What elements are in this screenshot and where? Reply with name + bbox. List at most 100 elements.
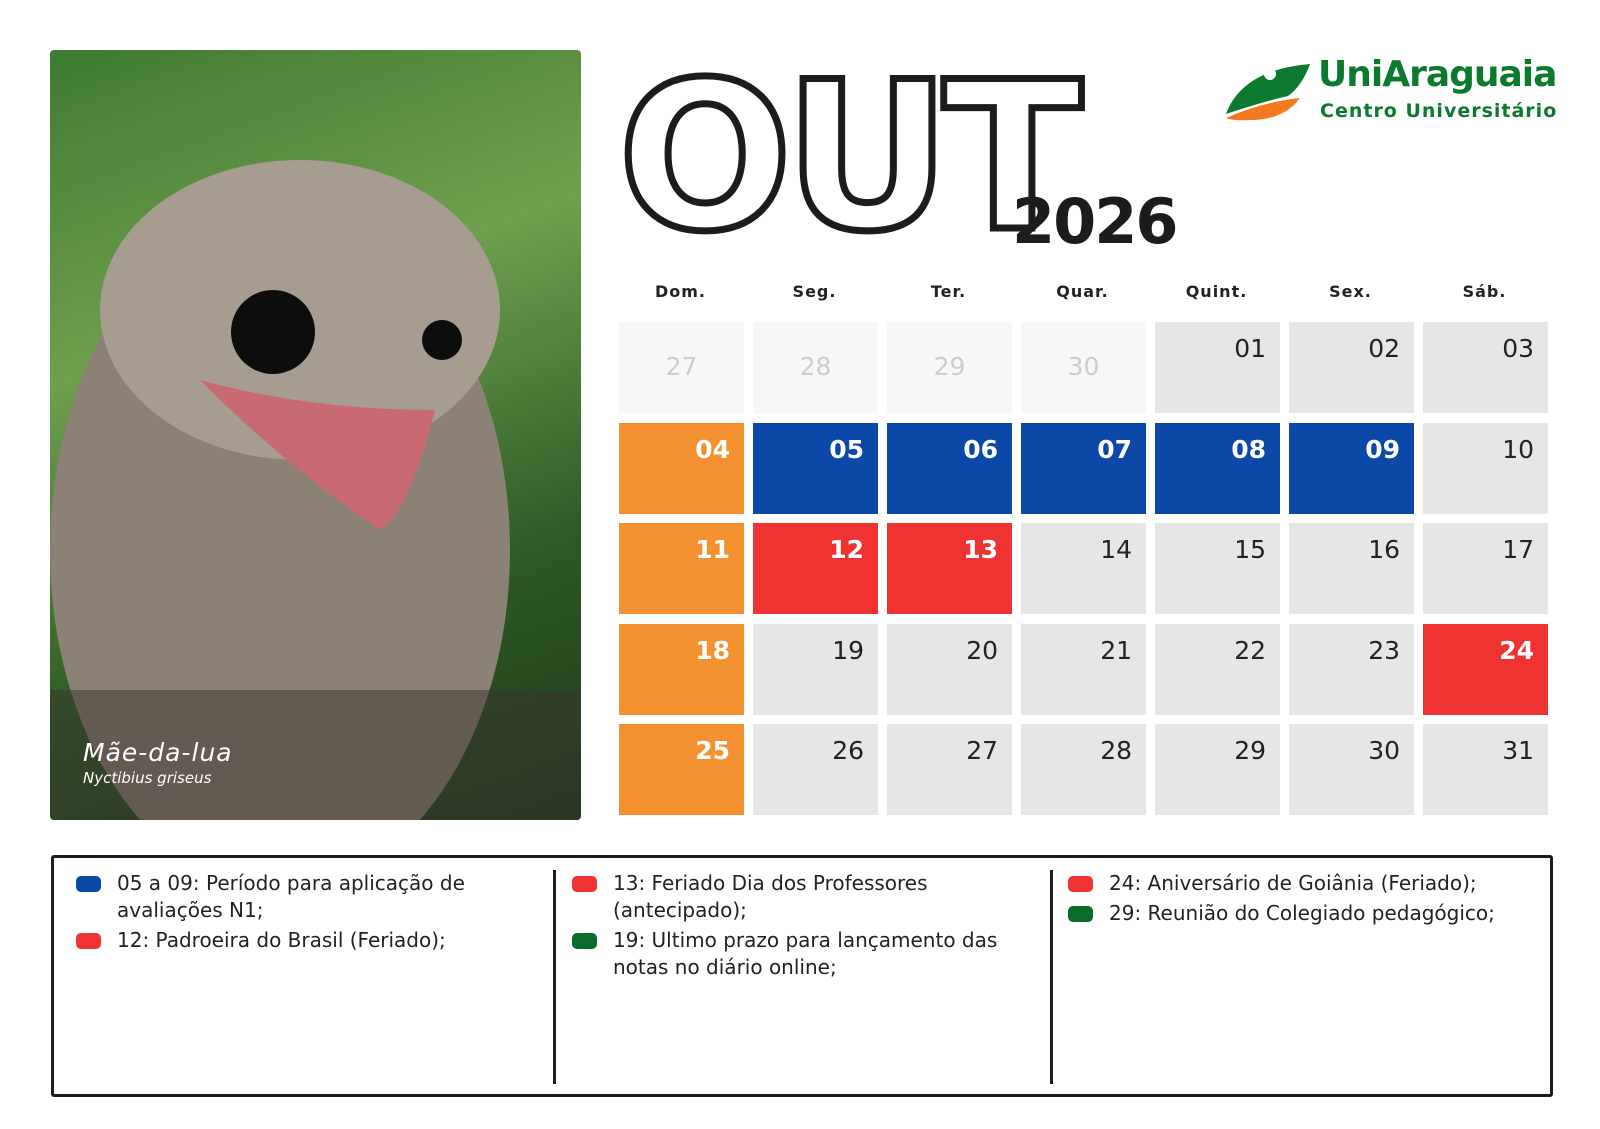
day-cell: 04 (619, 422, 744, 514)
year: 2026 (1012, 185, 1177, 258)
day-cell: 17 (1423, 523, 1548, 614)
legend-item: 12: Padroeira do Brasil (Feriado); (76, 927, 516, 954)
legend-text: 05 a 09: Período para aplicação de avali… (117, 871, 465, 922)
day-number: 24 (1499, 635, 1534, 665)
day-number: 31 (1502, 736, 1534, 765)
legend-text: 24: Aniversário de Goiânia (Feriado); (1109, 871, 1477, 895)
legend-item: 29: Reunião do Colegiado pedagógico; (1068, 900, 1538, 927)
day-number: 06 (963, 434, 998, 464)
legend-marker (572, 933, 597, 949)
day-cell: 31 (1423, 724, 1548, 815)
legend-item: 13: Feriado Dia dos Professores (antecip… (572, 870, 1012, 924)
legend-item: 19: Ultimo prazo para lançamento das not… (572, 927, 1012, 981)
weekday-label: Quar. (1056, 282, 1109, 301)
day-cell: 23 (1289, 623, 1414, 715)
day-number: 27 (665, 352, 698, 381)
day-cell: 28 (753, 322, 878, 413)
day-cell: 09 (1289, 422, 1414, 514)
day-number: 03 (1502, 334, 1534, 363)
legend-text: 29: Reunião do Colegiado pedagógico; (1109, 901, 1495, 925)
day-cell: 15 (1155, 523, 1280, 614)
legend-marker (572, 876, 597, 892)
day-cell: 03 (1423, 322, 1548, 413)
divider (553, 870, 556, 1084)
legend-item: 24: Aniversário de Goiânia (Feriado); (1068, 870, 1538, 897)
day-number: 13 (963, 535, 998, 564)
day-cell: 02 (1289, 322, 1414, 413)
day-cell: 12 (753, 523, 878, 614)
legend-text: 19: Ultimo prazo para lançamento das not… (613, 928, 998, 979)
day-cell: 18 (619, 623, 744, 715)
weekday-label: Seg. (792, 282, 837, 301)
photo: Mãe-da-lua Nyctibius griseus (50, 50, 581, 820)
day-number: 26 (832, 736, 864, 765)
legend-marker (1068, 876, 1093, 892)
day-cell: 29 (887, 322, 1012, 413)
day-number: 04 (695, 434, 730, 464)
weekday-label: Quint. (1185, 282, 1248, 301)
day-number: 09 (1365, 434, 1400, 464)
day-number: 01 (1234, 334, 1266, 363)
month-header: OUT 2026 (615, 40, 1179, 260)
day-number: 11 (695, 535, 730, 564)
day-number: 30 (1368, 736, 1400, 765)
day-number: 29 (933, 352, 966, 381)
day-number: 22 (1234, 635, 1266, 665)
legend-text: 13: Feriado Dia dos Professores (antecip… (613, 871, 928, 922)
day-number: 05 (829, 434, 864, 464)
day-number: 23 (1368, 635, 1400, 665)
legend-marker (1068, 906, 1093, 922)
day-cell: 05 (753, 422, 878, 514)
owl-illustration (50, 160, 581, 820)
day-number: 19 (832, 635, 864, 665)
day-number: 29 (1234, 736, 1266, 765)
day-cell: 29 (1155, 724, 1280, 815)
day-number: 08 (1231, 434, 1266, 464)
legend-text: 12: Padroeira do Brasil (Feriado); (117, 928, 446, 952)
legend-column: 05 a 09: Período para aplicação de avali… (76, 870, 516, 957)
day-number: 25 (695, 736, 730, 765)
weekday-label: Dom. (654, 282, 707, 301)
day-number: 27 (966, 736, 998, 765)
day-number: 02 (1368, 334, 1400, 363)
divider (1050, 870, 1053, 1084)
day-cell: 19 (753, 623, 878, 715)
legend-column: 24: Aniversário de Goiânia (Feriado); 29:… (1068, 870, 1538, 930)
day-cell: 11 (619, 523, 744, 614)
day-cell: 26 (753, 724, 878, 815)
day-cell: 27 (887, 724, 1012, 815)
day-cell: 16 (1289, 523, 1414, 614)
day-cell: 30 (1289, 724, 1414, 815)
day-cell: 20 (887, 623, 1012, 715)
day-number: 17 (1502, 535, 1534, 564)
day-number: 16 (1368, 535, 1400, 564)
day-cell: 10 (1423, 422, 1548, 514)
legend-marker (76, 933, 101, 949)
weekday-label: Sáb. (1462, 282, 1507, 301)
day-cell: 22 (1155, 623, 1280, 715)
legend-item: 05 a 09: Período para aplicação de avali… (76, 870, 516, 924)
day-cell: 21 (1021, 623, 1146, 715)
day-cell: 07 (1021, 422, 1146, 514)
day-number: 28 (1100, 736, 1132, 765)
day-number: 30 (1067, 352, 1100, 381)
day-number: 18 (695, 635, 730, 665)
day-cell: 28 (1021, 724, 1146, 815)
legend-marker (76, 876, 101, 892)
day-cell: 08 (1155, 422, 1280, 514)
day-cell: 30 (1021, 322, 1146, 413)
day-number: 07 (1097, 434, 1132, 464)
day-cell: 06 (887, 422, 1012, 514)
logo-subtitle: Centro Universitário (1320, 100, 1558, 122)
scientific-name: Nyctibius griseus (83, 769, 212, 787)
logo-mark (1226, 64, 1310, 121)
day-number: 21 (1100, 635, 1132, 665)
day-cell: 27 (619, 322, 744, 413)
day-cell: 24 (1423, 623, 1548, 715)
day-number: 10 (1502, 434, 1534, 464)
month: OUT (618, 40, 1082, 260)
day-number: 28 (799, 352, 832, 381)
day-cell: 25 (619, 724, 744, 815)
weekday-label: Sex. (1329, 282, 1372, 301)
